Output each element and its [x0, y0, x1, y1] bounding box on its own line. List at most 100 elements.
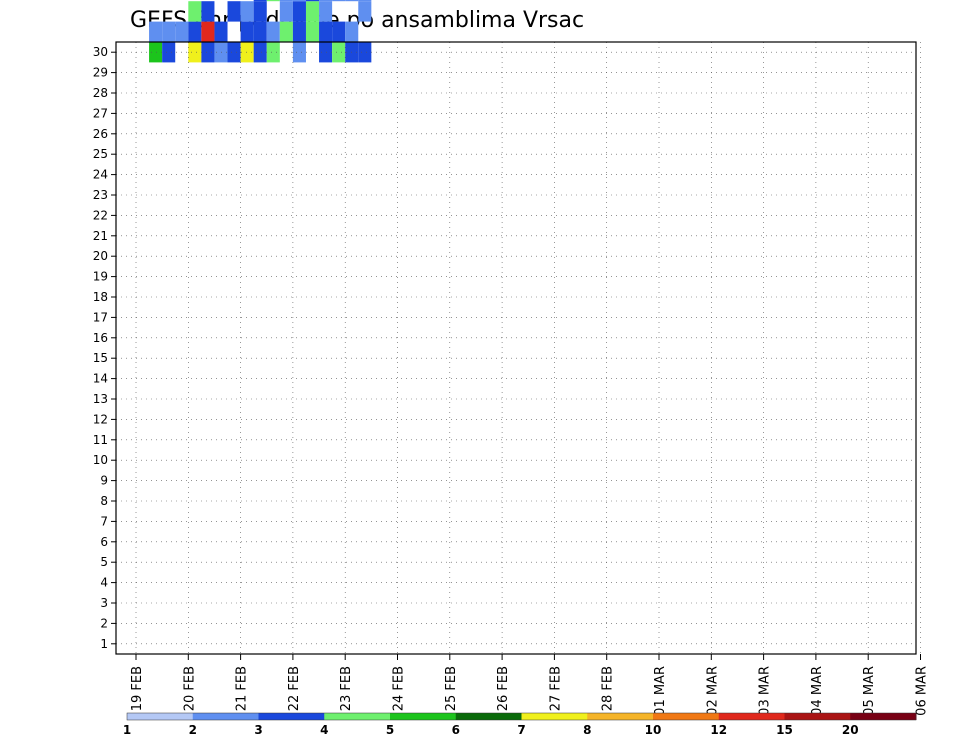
precip-cell [188, 42, 202, 63]
precip-cell [214, 42, 228, 63]
y-tick-label: 20 [93, 249, 108, 263]
precip-cell [266, 21, 280, 42]
y-tick-label: 29 [93, 66, 108, 80]
precip-cell [292, 1, 306, 22]
precip-cell [319, 1, 333, 22]
colorbar-tick-label: 3 [254, 723, 262, 737]
x-tick-label: 03 MAR [758, 666, 773, 716]
colorbar-tick-label: 10 [645, 723, 662, 737]
x-axis-ticks: 19 FEB 20 FEB 21 FEB 22 FEB 23 FEB 24 FEB 25 F… [130, 654, 930, 716]
precip-cell [201, 1, 215, 22]
x-tick-label: 27 FEB [548, 666, 563, 711]
precip-cell [319, 0, 333, 2]
y-tick-label: 7 [100, 514, 108, 528]
precip-cell [358, 1, 372, 22]
y-tick-label: 16 [93, 331, 108, 345]
x-tick-label: 06 MAR [915, 666, 930, 716]
grid-lines [116, 42, 921, 654]
y-axis-ticks: 1234567891011121314151617181920212223242… [93, 45, 116, 651]
colorbar-segment [390, 713, 457, 720]
colorbar-tick-label: 20 [842, 723, 859, 737]
x-tick-label: 26 FEB [496, 666, 511, 711]
colorbar-tick-label: 15 [776, 723, 793, 737]
colorbar-frame [126, 712, 917, 721]
x-tick-label: 21 FEB [235, 666, 250, 711]
y-tick-label: 17 [93, 310, 108, 324]
precip-cell [201, 21, 215, 42]
precip-cell [332, 42, 346, 63]
y-tick-label: 14 [93, 372, 108, 386]
colorbar-segment [850, 713, 917, 720]
y-tick-label: 13 [93, 392, 108, 406]
colorbar: 1 2 3 4 5 6 7 8 10 12 15 20 [123, 712, 917, 737]
colorbar-segment [324, 713, 391, 720]
x-tick-label: 01 MAR [653, 666, 668, 716]
x-tick-label: 19 FEB [130, 666, 145, 711]
precip-cell [253, 21, 267, 42]
y-tick-label: 3 [100, 596, 108, 610]
y-tick-label: 24 [93, 168, 108, 182]
precip-cell [292, 21, 306, 42]
precip-cell [227, 1, 241, 22]
precip-cell [292, 42, 306, 63]
precip-cell [188, 21, 202, 42]
colorbar-tick-label: 8 [583, 723, 591, 737]
precip-cell [162, 21, 176, 42]
colorbar-segment [192, 713, 259, 720]
precip-cell [319, 42, 333, 63]
precip-cell [345, 0, 359, 2]
precip-cell [266, 0, 280, 2]
x-tick-label: 24 FEB [392, 666, 407, 711]
y-tick-label: 23 [93, 188, 108, 202]
x-tick-label: 20 FEB [182, 666, 197, 711]
precip-cell [345, 21, 359, 42]
x-tick-label: 25 FEB [444, 666, 459, 711]
y-tick-label: 30 [93, 45, 108, 59]
precip-cell [266, 42, 280, 63]
y-tick-label: 8 [100, 494, 108, 508]
y-tick-label: 5 [100, 555, 108, 569]
precip-cell [305, 21, 320, 42]
y-tick-label: 22 [93, 208, 108, 222]
x-tick-label: 02 MAR [705, 666, 720, 716]
precip-cell [149, 21, 163, 42]
y-tick-label: 19 [93, 270, 108, 284]
colorbar-tick-label: 7 [517, 723, 525, 737]
colorbar-tick-label: 2 [189, 723, 197, 737]
colorbar-tick-label: 5 [386, 723, 394, 737]
x-tick-label: 23 FEB [339, 666, 354, 711]
precip-cell [149, 42, 163, 63]
colorbar-tick-label: 12 [710, 723, 727, 737]
precip-cell [253, 1, 267, 22]
x-tick-label: 28 FEB [601, 666, 616, 711]
precip-cell [240, 42, 254, 63]
y-tick-label: 2 [100, 616, 108, 630]
precip-cell [253, 42, 267, 63]
precip-cell [240, 21, 254, 42]
precip-cell [332, 21, 346, 42]
colorbar-tick-label: 4 [320, 723, 328, 737]
precip-cell [214, 21, 228, 42]
y-tick-label: 9 [100, 474, 108, 488]
precip-cell [253, 0, 267, 2]
y-tick-label: 10 [93, 453, 108, 467]
y-tick-label: 21 [93, 229, 108, 243]
plot-frame [115, 41, 917, 655]
precip-cell [227, 42, 241, 63]
colorbar-segment [258, 713, 325, 720]
x-tick-label: 05 MAR [862, 666, 877, 716]
x-tick-label: 04 MAR [810, 666, 825, 716]
precip-cell [188, 1, 202, 22]
precip-cell [201, 42, 215, 63]
colorbar-tick-label: 1 [123, 723, 131, 737]
y-tick-label: 28 [93, 86, 108, 100]
precip-cell [305, 0, 320, 2]
colorbar-segment [127, 713, 194, 720]
precip-cell [279, 1, 293, 22]
y-tick-label: 27 [93, 106, 108, 120]
y-tick-label: 6 [100, 535, 108, 549]
precip-cell [332, 0, 346, 2]
precip-cell [292, 0, 306, 2]
precip-cell [358, 0, 372, 2]
